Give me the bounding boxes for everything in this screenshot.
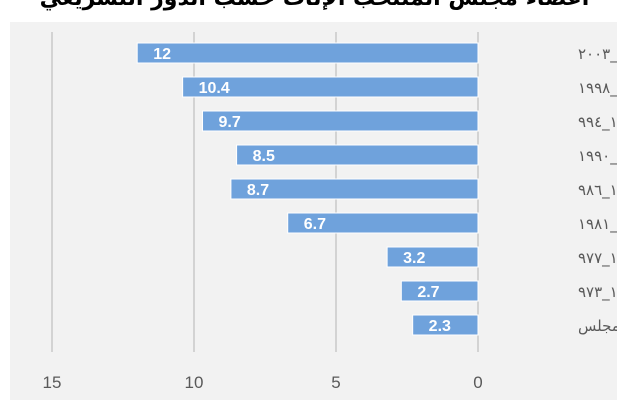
x-tick-label: 10	[185, 373, 204, 392]
category-label: ١٩٩٨_١_٩٩٤	[578, 113, 617, 132]
chart-title-strip: أعضاء مجلس المنتخب الإناث حسب الدور التش…	[0, 0, 629, 18]
data-label: 12	[153, 46, 171, 63]
data-label: 2.7	[417, 284, 439, 301]
category-label: ١٩٩٠_١_٩٨٦	[578, 181, 617, 200]
x-tick-label: 5	[331, 373, 340, 392]
bar	[236, 144, 479, 166]
category-label: ١٩٩٤_١٩٩٠	[578, 147, 617, 166]
data-label: 8.5	[253, 148, 275, 165]
category-label: ١٩٨٥_١٩٨١	[578, 215, 617, 234]
data-label: 8.7	[247, 182, 269, 199]
x-tick-label: 0	[473, 373, 482, 392]
chart-title: أعضاء مجلس المنتخب الإناث حسب الدور التش…	[0, 0, 629, 11]
bar	[136, 42, 479, 64]
bar	[202, 110, 479, 132]
category-label: ١٩٨١_١_٩٧٧	[578, 249, 617, 268]
bar	[412, 314, 479, 336]
plot-area: 12 ٢٠٠٧_٢٠٠٣ 10.4 ٢٠٠٢ _١٩٩٨ 9.7 ١٩٩٨_١_٩٩٤ 8.…	[10, 22, 617, 400]
bar-chart: 12 ٢٠٠٧_٢٠٠٣ 10.4 ٢٠٠٢ _١٩٩٨ 9.7 ١٩٩٨_١_٩٩٤ 8.…	[43, 32, 617, 392]
bar	[230, 178, 479, 200]
category-label: ١٩٧٧_١_٩٧٣	[578, 283, 617, 302]
category-label: إحداث المجلس	[578, 317, 617, 335]
data-label: 2.3	[429, 318, 451, 335]
x-tick-label: 15	[43, 373, 62, 392]
data-label: 9.7	[219, 114, 241, 131]
data-label: 10.4	[199, 80, 230, 97]
bar	[287, 212, 479, 234]
bar	[400, 280, 479, 302]
bar	[182, 76, 479, 98]
data-label: 3.2	[403, 250, 425, 267]
category-label: ٢٠٠٢ _١٩٩٨	[578, 79, 617, 98]
data-label: 6.7	[304, 216, 326, 233]
category-label: ٢٠٠٧_٢٠٠٣	[578, 45, 617, 64]
bar	[386, 246, 479, 268]
